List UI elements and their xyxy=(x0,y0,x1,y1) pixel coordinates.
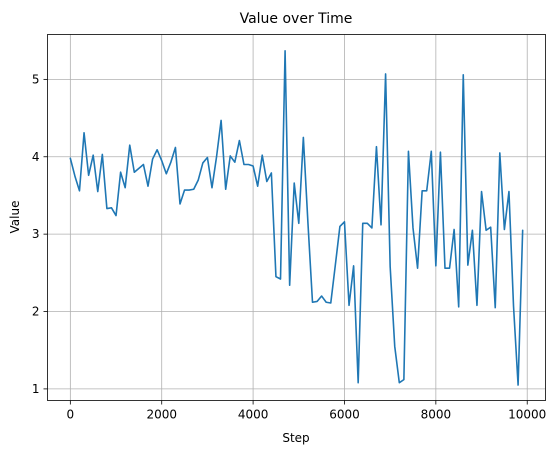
grid-lines xyxy=(47,34,546,401)
plot-frame xyxy=(47,34,546,401)
series-layer xyxy=(69,49,524,386)
axis-ticks: 0 2000 4000 6000 8000 10000 1 2 3 4 5 xyxy=(32,72,546,421)
series-line xyxy=(69,49,524,386)
y-tick-label: 1 xyxy=(32,382,40,396)
x-tick-label: 6000 xyxy=(329,408,360,422)
y-tick-label: 3 xyxy=(32,227,40,241)
y-axis-label: Value xyxy=(8,201,22,234)
y-tick-label: 4 xyxy=(32,150,40,164)
y-tick-label: 2 xyxy=(32,305,40,319)
x-tick-label: 8000 xyxy=(421,408,452,422)
x-tick-label: 10000 xyxy=(508,408,546,422)
x-axis-label: Step xyxy=(282,431,309,445)
x-tick-label: 4000 xyxy=(238,408,269,422)
chart-title: Value over Time xyxy=(240,11,353,27)
x-tick-label: 0 xyxy=(67,408,75,422)
y-tick-label: 5 xyxy=(32,72,40,86)
x-tick-label: 2000 xyxy=(146,408,177,422)
